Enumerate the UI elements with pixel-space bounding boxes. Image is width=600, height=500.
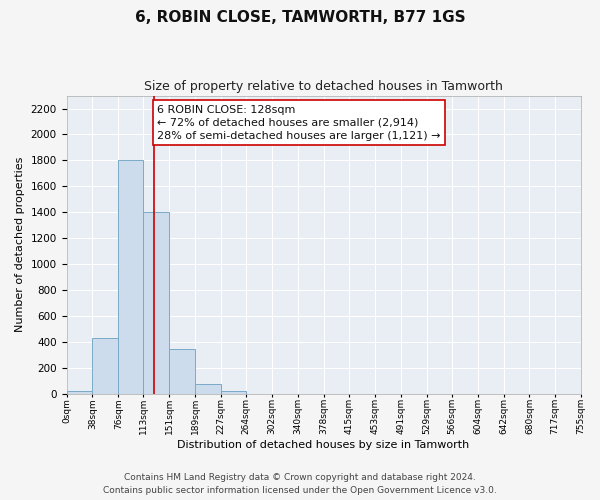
Bar xyxy=(143,212,169,394)
Bar xyxy=(118,160,143,394)
Title: Size of property relative to detached houses in Tamworth: Size of property relative to detached ho… xyxy=(144,80,503,93)
Bar xyxy=(195,384,221,394)
Bar xyxy=(221,390,246,394)
Bar xyxy=(169,348,195,394)
Text: 6 ROBIN CLOSE: 128sqm
← 72% of detached houses are smaller (2,914)
28% of semi-d: 6 ROBIN CLOSE: 128sqm ← 72% of detached … xyxy=(157,104,440,141)
X-axis label: Distribution of detached houses by size in Tamworth: Distribution of detached houses by size … xyxy=(178,440,470,450)
Y-axis label: Number of detached properties: Number of detached properties xyxy=(15,157,25,332)
Bar xyxy=(67,392,92,394)
Text: 6, ROBIN CLOSE, TAMWORTH, B77 1GS: 6, ROBIN CLOSE, TAMWORTH, B77 1GS xyxy=(134,10,466,25)
Bar xyxy=(92,338,118,394)
Text: Contains HM Land Registry data © Crown copyright and database right 2024.
Contai: Contains HM Land Registry data © Crown c… xyxy=(103,474,497,495)
